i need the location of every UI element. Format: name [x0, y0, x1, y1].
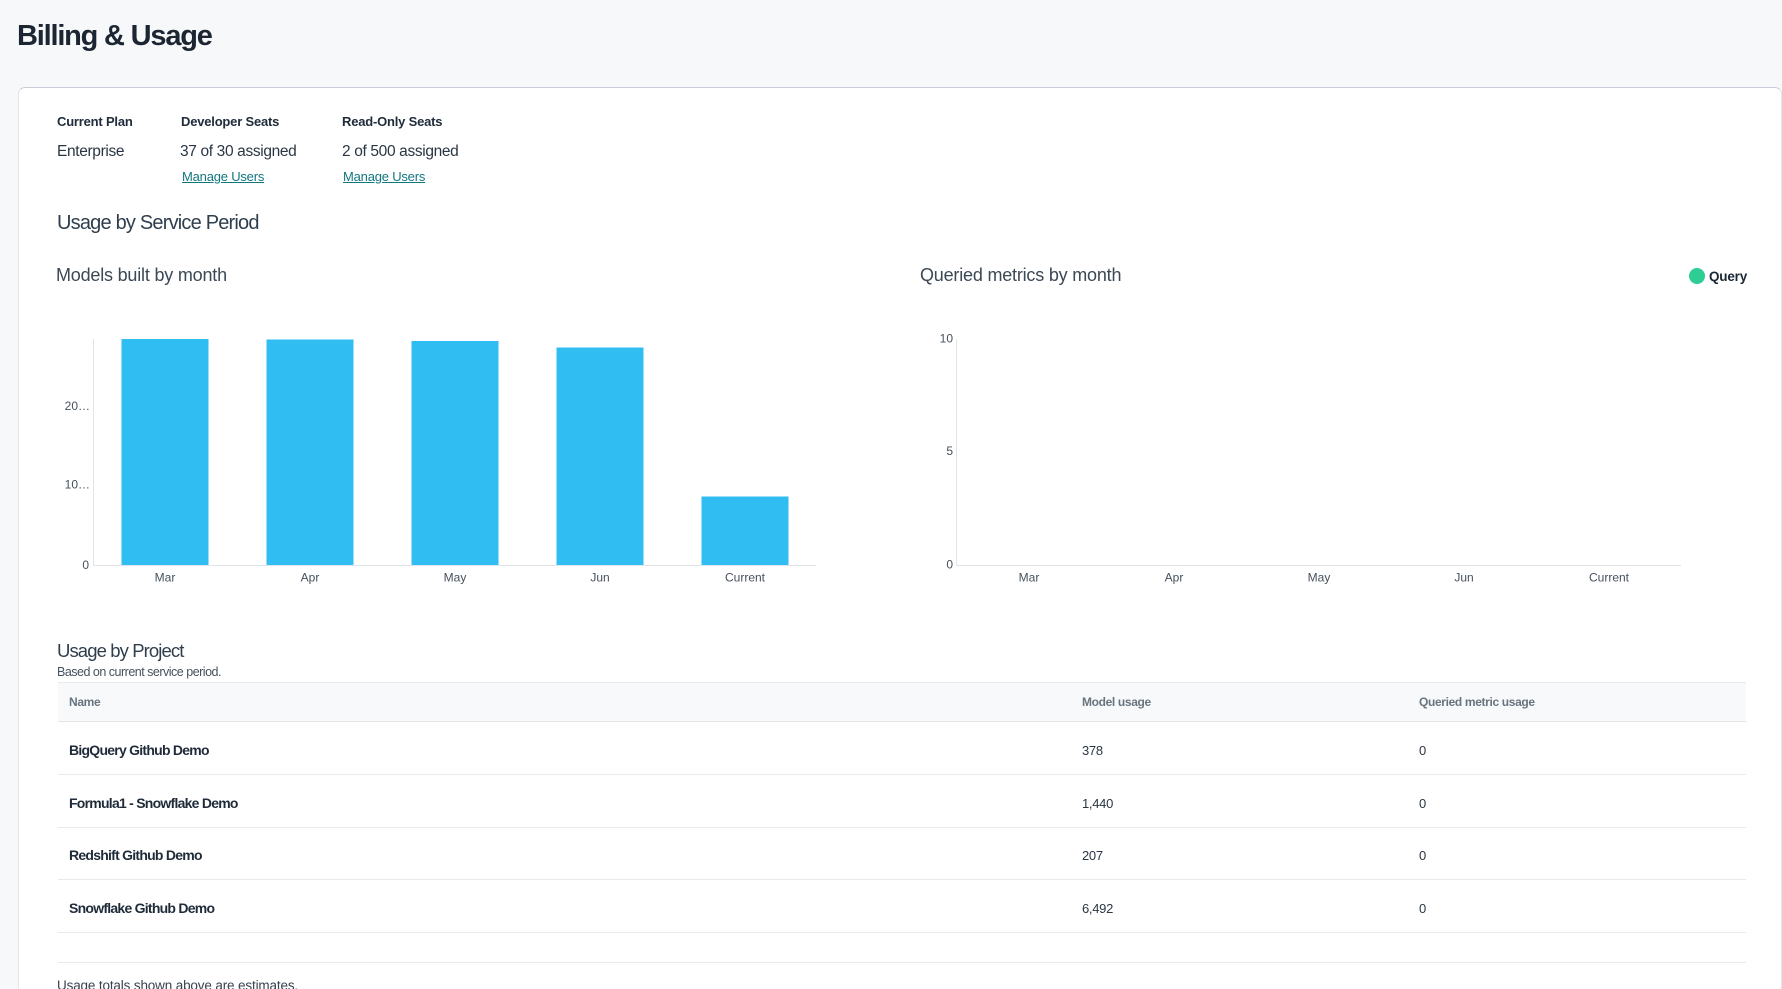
svg-text:0: 0 — [82, 558, 89, 572]
svg-text:May: May — [1308, 571, 1331, 585]
svg-text:10: 10 — [940, 332, 954, 346]
svg-text:Jun: Jun — [590, 571, 609, 585]
svg-text:Current: Current — [725, 571, 766, 585]
svg-text:Mar: Mar — [1019, 571, 1040, 585]
svg-text:20…: 20… — [65, 399, 90, 413]
svg-text:Jun: Jun — [1454, 571, 1473, 585]
svg-text:0: 0 — [946, 558, 953, 572]
svg-text:Apr: Apr — [1165, 571, 1184, 585]
svg-text:5: 5 — [946, 444, 953, 458]
svg-text:May: May — [444, 571, 467, 585]
svg-text:10…: 10… — [65, 478, 90, 492]
svg-text:Current: Current — [1589, 571, 1630, 585]
svg-text:Apr: Apr — [301, 571, 320, 585]
svg-text:Mar: Mar — [155, 571, 176, 585]
